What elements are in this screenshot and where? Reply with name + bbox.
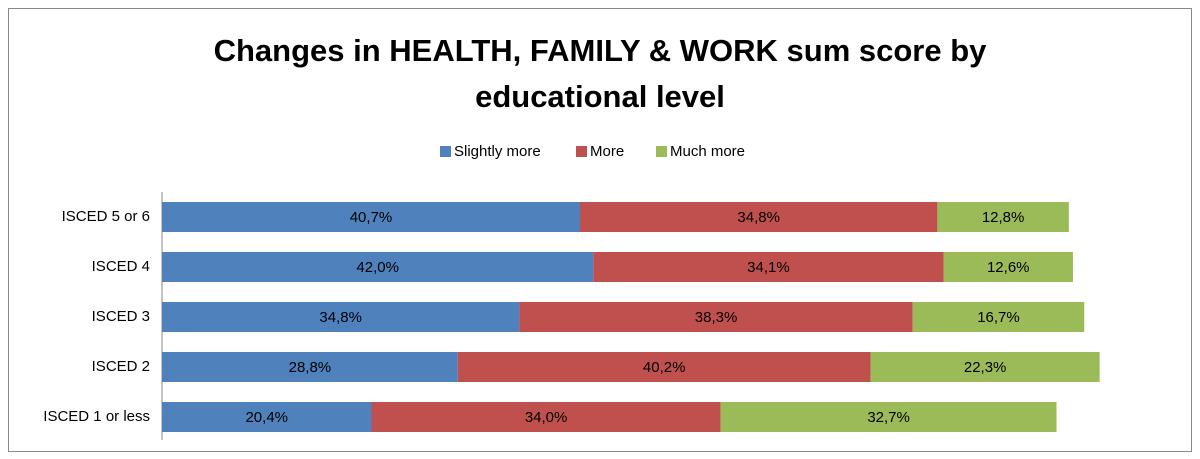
- bar-segment: [720, 402, 1057, 432]
- bar-segment: [162, 302, 520, 332]
- legend-swatch: [576, 146, 587, 157]
- y-tick-label: ISCED 1 or less: [43, 408, 150, 425]
- data-label: 34,0%: [525, 409, 568, 426]
- data-label: 34,8%: [319, 309, 362, 326]
- bar-segment: [912, 302, 1085, 332]
- data-label: 34,8%: [737, 209, 780, 226]
- data-label: 12,6%: [987, 259, 1030, 276]
- bar-segment: [593, 252, 944, 282]
- y-tick-label: ISCED 5 or 6: [62, 208, 150, 225]
- bar-segment: [162, 202, 580, 232]
- chart-title: Changes in HEALTH, FAMILY & WORK sum sco…: [213, 33, 987, 114]
- legend-label: More: [590, 143, 624, 160]
- bar-segment: [371, 402, 721, 432]
- legend-swatch: [656, 146, 667, 157]
- bar-segment: [937, 202, 1069, 232]
- data-label: 16,7%: [977, 309, 1020, 326]
- data-label: 38,3%: [695, 309, 738, 326]
- bar-segment: [457, 352, 871, 382]
- data-label: 28,8%: [289, 359, 332, 376]
- bar-segment: [162, 402, 372, 432]
- legend-swatch: [440, 146, 451, 157]
- data-label: 32,7%: [867, 409, 910, 426]
- legend-label: Slightly more: [454, 143, 541, 160]
- data-label: 34,1%: [747, 259, 790, 276]
- data-label: 40,2%: [643, 359, 686, 376]
- bar-segment: [943, 252, 1073, 282]
- bar-segment: [579, 202, 938, 232]
- bar-segment: [162, 352, 458, 382]
- legend-label: Much more: [670, 143, 745, 160]
- y-tick-label: ISCED 2: [92, 358, 150, 375]
- y-tick-label: ISCED 4: [92, 258, 150, 275]
- data-label: 40,7%: [350, 209, 393, 226]
- y-tick-label: ISCED 3: [92, 308, 150, 325]
- bar-segment: [162, 252, 594, 282]
- data-label: 22,3%: [964, 359, 1007, 376]
- bar-segment: [870, 352, 1100, 382]
- bar-segment: [519, 302, 913, 332]
- data-label: 42,0%: [356, 259, 399, 276]
- data-label: 20,4%: [245, 409, 288, 426]
- data-label: 12,8%: [982, 209, 1025, 226]
